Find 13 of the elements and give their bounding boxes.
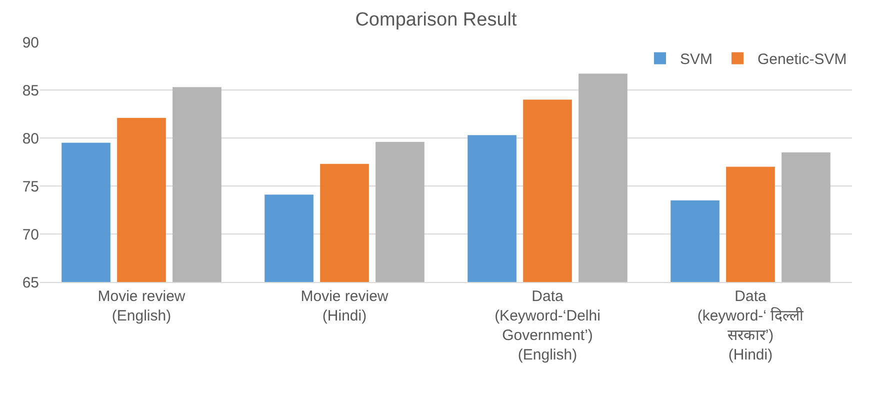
x-tick-label: Data (keyword-‘ दिल्ली सरकार’) (Hindi) xyxy=(697,288,805,364)
chart-title: Comparison Result xyxy=(355,10,518,31)
y-tick-label: 75 xyxy=(22,178,39,196)
x-tick-label: Movie review (English) xyxy=(98,288,186,324)
y-tick-label: 85 xyxy=(22,82,39,100)
y-tick-label: 70 xyxy=(22,226,39,244)
legend-label: SVM xyxy=(680,51,713,68)
y-tick-label: 65 xyxy=(22,274,39,292)
x-tick-label: Data (Keyword-‘Delhi Government’) (English) xyxy=(494,288,600,364)
x-tick-label: Movie review (Hindi) xyxy=(300,288,388,324)
legend-label: Genetic-SVM xyxy=(758,51,847,68)
y-tick-label: 90 xyxy=(22,34,39,52)
y-tick-label: 80 xyxy=(22,130,39,148)
